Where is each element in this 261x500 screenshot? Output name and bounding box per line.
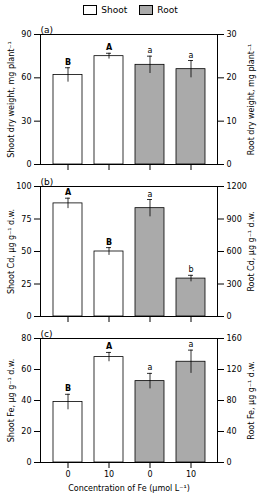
svg-text:60: 60 (21, 365, 31, 374)
svg-text:0: 0 (147, 470, 152, 479)
svg-text:90: 90 (21, 30, 31, 39)
svg-text:0: 0 (26, 458, 31, 467)
svg-text:A: A (106, 43, 113, 52)
svg-text:10: 10 (227, 117, 237, 126)
svg-text:A: A (65, 188, 72, 197)
svg-text:a: a (189, 51, 194, 60)
svg-text:20: 20 (21, 427, 31, 436)
svg-text:0: 0 (26, 160, 31, 169)
svg-text:(b): (b) (41, 177, 54, 187)
svg-text:a: a (148, 363, 153, 372)
svg-text:0: 0 (65, 470, 70, 479)
svg-text:Root Cd, μg g⁻¹ d.w.: Root Cd, μg g⁻¹ d.w. (247, 211, 256, 291)
svg-text:900: 900 (227, 215, 242, 224)
svg-text:40: 40 (227, 427, 237, 436)
svg-text:Shoot Fe, μg g⁻¹ d.w.: Shoot Fe, μg g⁻¹ d.w. (7, 359, 16, 443)
svg-text:25: 25 (21, 280, 31, 289)
svg-text:80: 80 (227, 396, 237, 405)
svg-text:(a): (a) (41, 25, 54, 35)
svg-text:a: a (189, 340, 194, 349)
svg-text:60: 60 (21, 73, 31, 82)
svg-text:20: 20 (227, 73, 237, 82)
svg-text:0: 0 (227, 160, 232, 169)
svg-text:0: 0 (26, 312, 31, 321)
svg-text:B: B (65, 384, 71, 393)
html-text:Shoot: Shoot (101, 5, 128, 15)
svg-text:120: 120 (227, 365, 242, 374)
svg-text:80: 80 (21, 334, 31, 343)
svg-text:Root dry weight, mg plant⁻¹: Root dry weight, mg plant⁻¹ (247, 44, 256, 156)
svg-text:600: 600 (227, 247, 242, 256)
svg-text:30: 30 (21, 117, 31, 126)
svg-text:a: a (148, 46, 153, 55)
svg-text:A: A (106, 342, 113, 351)
svg-text:1200: 1200 (227, 182, 247, 191)
svg-text:Concentration of Fe (μmol L⁻¹): Concentration of Fe (μmol L⁻¹) (68, 484, 190, 493)
svg-text:10: 10 (186, 470, 196, 479)
svg-text:40: 40 (21, 396, 31, 405)
svg-text:(c): (c) (41, 329, 53, 339)
svg-text:B: B (106, 238, 112, 247)
svg-text:B: B (65, 58, 71, 67)
svg-text:10: 10 (104, 470, 114, 479)
svg-text:50: 50 (21, 247, 31, 256)
svg-text:Shoot dry weight, mg plant⁻¹: Shoot dry weight, mg plant⁻¹ (7, 41, 16, 158)
html-text:Root: Root (157, 5, 178, 15)
svg-text:30: 30 (227, 30, 237, 39)
svg-text:160: 160 (227, 334, 242, 343)
svg-text:Shoot Cd, μg g⁻¹ d.w.: Shoot Cd, μg g⁻¹ d.w. (7, 209, 16, 294)
svg-text:0: 0 (227, 458, 232, 467)
svg-text:a: a (148, 190, 153, 199)
svg-text:100: 100 (16, 182, 31, 191)
svg-text:Root Fe, μg g⁻¹ d.w.: Root Fe, μg g⁻¹ d.w. (247, 361, 256, 440)
svg-text:b: b (188, 265, 193, 274)
svg-text:75: 75 (21, 215, 31, 224)
svg-text:0: 0 (227, 312, 232, 321)
svg-text:300: 300 (227, 280, 242, 289)
